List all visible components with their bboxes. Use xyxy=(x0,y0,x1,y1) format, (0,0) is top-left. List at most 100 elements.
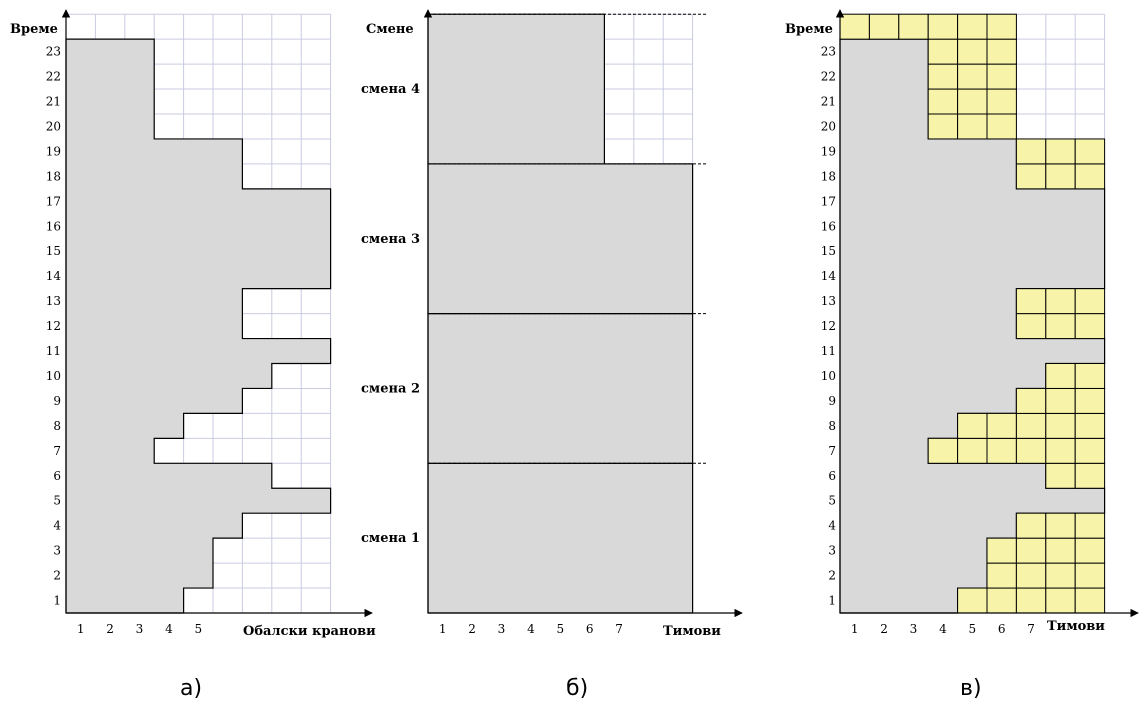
y-tick-label: 7 xyxy=(53,444,61,458)
idle-team-cell xyxy=(986,562,1017,589)
idle-team-cell xyxy=(1015,288,1047,315)
idle-team-cell xyxy=(1015,138,1047,165)
idle-team-cell xyxy=(1074,363,1106,389)
y-tick-label: 12 xyxy=(821,319,836,333)
y-tick-label: 10 xyxy=(821,369,836,383)
idle-team-cell xyxy=(927,63,959,90)
panel-b-caption: б) xyxy=(566,676,588,701)
panel-c-x-tick-labels: 1 2 3 4 5 6 7 xyxy=(851,622,1035,636)
idle-team-cell xyxy=(927,88,959,115)
x-tick-label: 4 xyxy=(527,622,535,636)
y-tick-label: 2 xyxy=(53,569,61,583)
y-tick-label: 22 xyxy=(821,70,836,84)
idle-team-cell xyxy=(1074,537,1106,564)
shift-label: смена 3 xyxy=(361,232,420,247)
y-tick-label: 15 xyxy=(46,244,61,258)
x-tick-label: 2 xyxy=(880,622,888,636)
idle-team-cell xyxy=(1045,587,1076,614)
idle-team-cell xyxy=(927,13,959,40)
x-tick-label: 6 xyxy=(998,622,1006,636)
idle-team-cell xyxy=(1015,587,1047,614)
x-tick-label: 5 xyxy=(968,622,976,636)
y-tick-label: 21 xyxy=(821,95,836,109)
shift-label: смена 1 xyxy=(361,531,420,546)
idle-team-cell xyxy=(957,38,988,65)
panel-b-y-axis-label: Смене xyxy=(366,22,414,37)
panel-b-shift-labels: смена 1 смена 2 смена 3 смена 4 xyxy=(361,82,420,546)
panel-b-x-tick-labels: 1 2 3 4 5 6 7 xyxy=(439,622,623,636)
idle-team-cell xyxy=(957,437,988,464)
y-tick-label: 4 xyxy=(53,519,61,533)
idle-team-cell xyxy=(1074,288,1106,315)
y-tick-label: 1 xyxy=(53,594,61,608)
idle-team-cell xyxy=(986,63,1017,90)
idle-team-cell xyxy=(1015,437,1047,464)
x-tick-label: 3 xyxy=(910,622,918,636)
y-tick-label: 1 xyxy=(828,594,836,608)
idle-team-cell xyxy=(1074,163,1106,190)
y-tick-label: 2 xyxy=(828,569,836,583)
shift-block xyxy=(427,163,694,315)
y-tick-label: 5 xyxy=(828,494,836,508)
idle-team-cell xyxy=(1074,587,1106,614)
idle-team-cell xyxy=(986,537,1017,564)
panel-c-caption: в) xyxy=(960,676,982,701)
y-tick-label: 5 xyxy=(53,494,61,508)
x-tick-label: 5 xyxy=(556,622,564,636)
y-tick-label: 9 xyxy=(828,394,836,408)
x-tick-label: 5 xyxy=(194,622,202,636)
y-tick-label: 15 xyxy=(821,244,836,258)
idle-team-cell xyxy=(1045,412,1076,439)
y-tick-label: 9 xyxy=(53,394,61,408)
x-tick-label: 1 xyxy=(77,622,85,636)
idle-team-cell xyxy=(957,587,988,614)
x-tick-label: 3 xyxy=(498,622,506,636)
y-tick-label: 14 xyxy=(46,269,62,283)
x-tick-label: 1 xyxy=(851,622,859,636)
idle-team-cell xyxy=(1074,512,1106,539)
panel-a-y-axis-label: Време xyxy=(10,22,58,37)
idle-team-cell xyxy=(1015,512,1047,539)
x-tick-label: 2 xyxy=(468,622,476,636)
idle-team-cell xyxy=(957,13,988,40)
y-tick-label: 11 xyxy=(46,344,61,358)
x-tick-label: 4 xyxy=(165,622,173,636)
panel-c-x-axis-label: Тимови xyxy=(1047,619,1105,634)
idle-team-cell xyxy=(1074,138,1106,165)
y-tick-label: 10 xyxy=(46,369,61,383)
shift-block xyxy=(427,462,694,614)
idle-team-cell xyxy=(1045,437,1076,464)
y-tick-label: 13 xyxy=(46,294,61,308)
y-tick-label: 18 xyxy=(46,169,61,183)
x-tick-label: 4 xyxy=(939,622,947,636)
idle-team-cell xyxy=(1015,163,1047,190)
idle-team-cell xyxy=(1015,387,1047,414)
idle-team-cell xyxy=(1045,313,1076,340)
y-tick-label: 3 xyxy=(828,544,836,558)
idle-team-cell xyxy=(957,412,988,439)
idle-team-cell xyxy=(839,13,870,40)
idle-team-cell xyxy=(1015,537,1047,564)
x-tick-label: 1 xyxy=(439,622,447,636)
x-tick-label: 6 xyxy=(586,622,594,636)
idle-team-cell xyxy=(986,13,1017,40)
idle-team-cell xyxy=(1045,387,1076,414)
y-tick-label: 20 xyxy=(46,119,61,133)
idle-team-cell xyxy=(1045,288,1076,315)
panel-a-busy-cranes-area xyxy=(65,38,332,614)
idle-team-cell xyxy=(868,13,900,40)
panel-a-x-axis-label: Обалски кранови xyxy=(243,624,376,639)
y-tick-label: 6 xyxy=(53,469,61,483)
shift-label: смена 2 xyxy=(361,381,420,396)
idle-team-cell xyxy=(1045,562,1076,589)
panel-b-shift-dividers xyxy=(428,13,708,464)
shift-block xyxy=(427,313,694,464)
y-tick-label: 12 xyxy=(46,319,61,333)
idle-team-cell xyxy=(1074,412,1106,439)
shift-block xyxy=(427,13,605,165)
idle-team-cell xyxy=(1074,387,1106,414)
